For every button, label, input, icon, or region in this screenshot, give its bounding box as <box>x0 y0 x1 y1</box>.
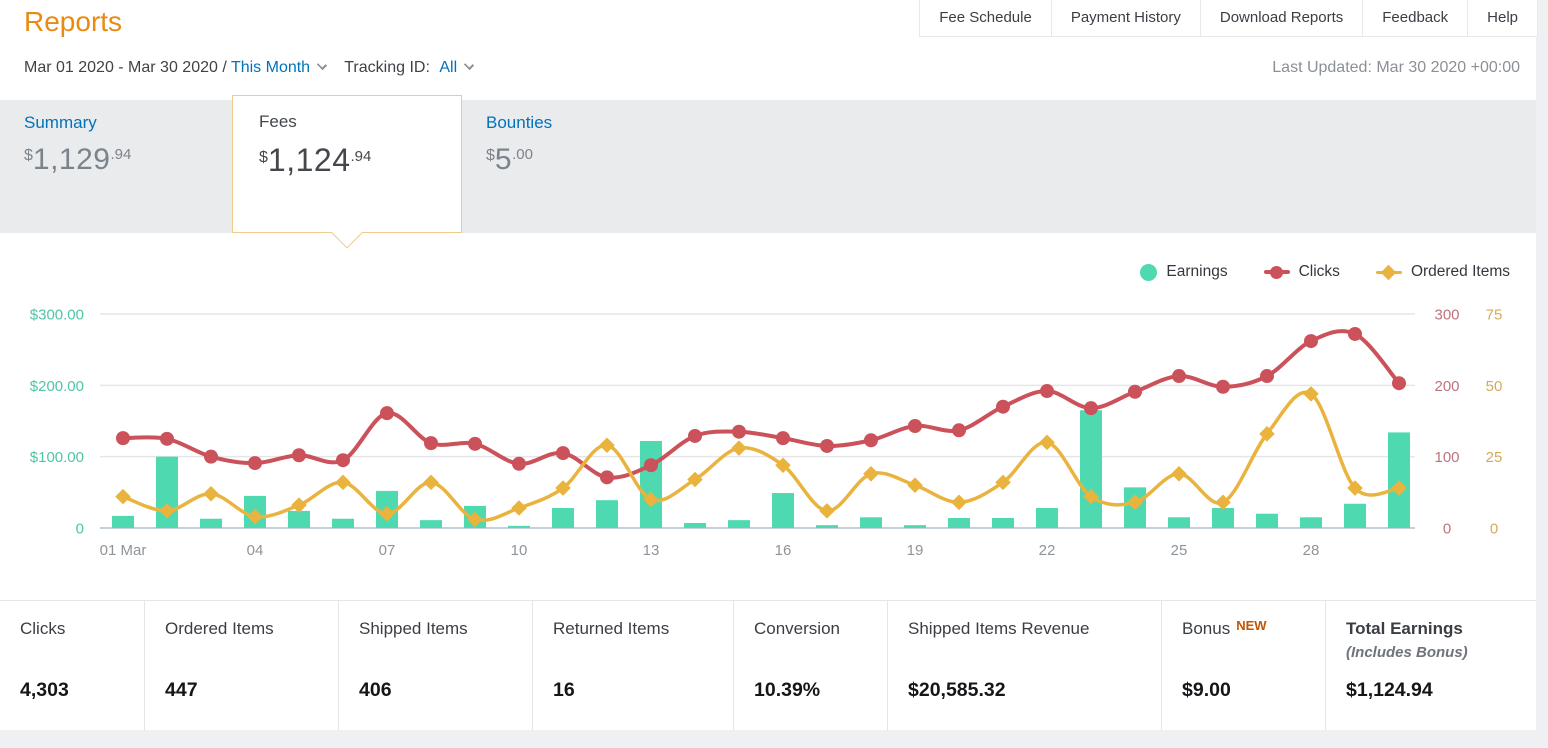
stat-label: Clicks <box>20 619 66 638</box>
stat-label: Shipped Items Revenue <box>908 619 1090 638</box>
currency-symbol: $ <box>486 147 495 164</box>
chevron-down-icon[interactable] <box>464 59 475 71</box>
svg-text:28: 28 <box>1303 542 1320 559</box>
legend-clicks[interactable]: Clicks <box>1263 263 1340 281</box>
stat-label: Shipped Items <box>359 619 468 638</box>
stat-label: Conversion <box>754 619 840 638</box>
legend-ordered-items[interactable]: Ordered Items <box>1375 263 1510 281</box>
cents: .94 <box>350 148 372 165</box>
svg-text:$100.00: $100.00 <box>30 449 84 466</box>
includes-bonus-note: (Includes Bonus) <box>1346 644 1468 661</box>
nav-fee-schedule[interactable]: Fee Schedule <box>919 0 1051 36</box>
page-title: Reports <box>24 6 123 37</box>
svg-text:200: 200 <box>1434 378 1459 395</box>
bounties-card-value: $5.00 <box>486 143 552 177</box>
legend-earnings[interactable]: Earnings <box>1140 263 1228 281</box>
summary-card-label[interactable]: Summary <box>24 113 97 132</box>
stat-conversion: Conversion 10.39% <box>734 601 888 730</box>
stat-shipped-items: Shipped Items 406 <box>339 601 533 730</box>
bounties-card[interactable]: Bounties $5.00 <box>486 113 552 177</box>
amount: 5 <box>494 143 513 176</box>
stat-value: 4,303 <box>20 679 69 701</box>
svg-text:75: 75 <box>1486 307 1503 324</box>
ordered-items-swatch-icon <box>1375 264 1402 281</box>
date-range-label: Mar 01 2020 - Mar 30 2020 / <box>24 59 227 76</box>
cents: .94 <box>110 146 132 163</box>
amount: 1,124 <box>267 142 351 178</box>
stat-label: Bonus NEW <box>1182 618 1267 638</box>
period-dropdown[interactable]: This Month <box>230 59 311 76</box>
footer-strip <box>0 730 1548 748</box>
stat-value: 447 <box>165 679 198 701</box>
svg-text:10: 10 <box>511 542 528 559</box>
summary-card-value: $1,129.94 <box>24 143 131 177</box>
svg-text:04: 04 <box>247 542 264 559</box>
stat-value: $1,124.94 <box>1346 679 1433 701</box>
currency-symbol: $ <box>24 147 33 164</box>
top-nav: Fee Schedule Payment History Download Re… <box>919 0 1538 37</box>
currency-symbol: $ <box>259 149 268 166</box>
stat-total-earnings: Total Earnings (Includes Bonus) $1,124.94 <box>1326 601 1536 730</box>
stat-value: 16 <box>553 679 575 701</box>
nav-help[interactable]: Help <box>1467 0 1538 36</box>
svg-text:16: 16 <box>775 542 792 559</box>
tracking-id-dropdown[interactable]: All <box>439 59 458 76</box>
svg-text:25: 25 <box>1486 449 1503 466</box>
earnings-clicks-ordered-chart: $300.00 300 75$200.00 200 50$100.00 100 250 0 00… <box>30 307 1503 560</box>
svg-text:$300.00: $300.00 <box>30 307 84 324</box>
stat-label: Total Earnings (Includes Bonus) <box>1346 619 1526 661</box>
date-row: Mar 01 2020 - Mar 30 2020 / This Month T… <box>24 59 475 77</box>
earnings-swatch-icon <box>1140 263 1158 281</box>
stats-row: Clicks 4,303 Ordered Items 447 Shipped I… <box>0 600 1536 730</box>
svg-text:0: 0 <box>1443 521 1451 538</box>
stat-clicks: Clicks 4,303 <box>0 601 145 730</box>
fees-card-label: Fees <box>259 112 297 131</box>
legend-earnings-label: Earnings <box>1166 263 1228 280</box>
chart-legend: Earnings Clicks Ordered Items <box>1140 263 1510 281</box>
fees-card-selected[interactable]: Fees $1,124.94 <box>232 95 462 249</box>
stat-returned-items: Returned Items 16 <box>533 601 734 730</box>
bounties-card-label[interactable]: Bounties <box>486 113 553 132</box>
svg-text:22: 22 <box>1039 542 1056 559</box>
nav-feedback[interactable]: Feedback <box>1362 0 1467 36</box>
svg-text:50: 50 <box>1486 378 1503 395</box>
stat-bonus: Bonus NEW $9.00 <box>1162 601 1326 730</box>
nav-download-reports[interactable]: Download Reports <box>1199 0 1362 36</box>
new-badge: NEW <box>1236 618 1267 633</box>
stat-value: 10.39% <box>754 679 821 701</box>
svg-text:19: 19 <box>907 542 924 559</box>
svg-text:01 Mar: 01 Mar <box>100 542 147 559</box>
svg-text:0: 0 <box>1490 521 1498 538</box>
stat-label: Returned Items <box>553 619 670 638</box>
stat-ordered-items: Ordered Items 447 <box>145 601 339 730</box>
stat-value: 406 <box>359 679 392 701</box>
legend-clicks-label: Clicks <box>1298 263 1340 280</box>
svg-text:07: 07 <box>379 542 396 559</box>
clicks-swatch-icon <box>1263 264 1290 281</box>
stat-value: $9.00 <box>1182 679 1231 701</box>
cents: .00 <box>512 146 533 163</box>
amount: 1,129 <box>32 143 111 176</box>
svg-text:0: 0 <box>76 521 84 538</box>
stat-label: Ordered Items <box>165 619 274 638</box>
svg-text:25: 25 <box>1171 542 1188 559</box>
summary-band: Summary $1,129.94 Fees $1,124.94 Bountie… <box>0 95 1536 249</box>
tracking-id-label: Tracking ID: <box>344 59 430 76</box>
stat-value: $20,585.32 <box>908 679 1006 701</box>
summary-card[interactable]: Summary $1,129.94 <box>24 113 131 177</box>
stat-shipped-items-revenue: Shipped Items Revenue $20,585.32 <box>888 601 1162 730</box>
chevron-down-icon[interactable] <box>316 59 328 71</box>
svg-text:300: 300 <box>1434 307 1459 324</box>
svg-text:$200.00: $200.00 <box>30 378 84 395</box>
last-updated-text: Last Updated: Mar 30 2020 +00:00 <box>1272 59 1520 76</box>
fees-card-value: $1,124.94 <box>259 142 371 179</box>
svg-text:100: 100 <box>1434 449 1459 466</box>
legend-ordered-items-label: Ordered Items <box>1410 263 1510 280</box>
nav-payment-history[interactable]: Payment History <box>1050 0 1200 36</box>
svg-text:13: 13 <box>643 542 660 559</box>
